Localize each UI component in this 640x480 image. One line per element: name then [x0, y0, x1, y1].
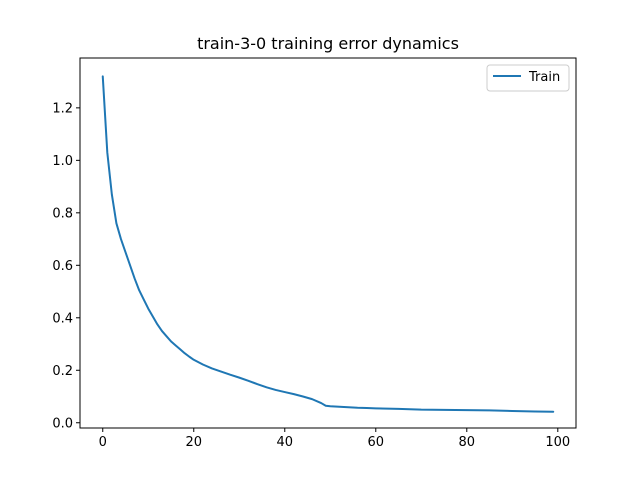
legend-box [486, 64, 570, 92]
x-tick-label: 80 [459, 435, 476, 450]
x-tick-label: 100 [545, 435, 570, 450]
y-tick-label: 0.8 [52, 206, 73, 221]
legend: Train [486, 64, 570, 92]
x-tick-label: 60 [368, 435, 385, 450]
y-tick-label: 1.2 [52, 101, 73, 116]
y-tick-label: 1.0 [52, 154, 73, 169]
legend-label-train: Train [528, 70, 560, 85]
y-tick-label: 0.6 [52, 259, 73, 274]
x-tick-label: 20 [185, 435, 202, 450]
x-tick-label: 0 [99, 435, 107, 450]
y-tick-label: 0.0 [52, 416, 73, 431]
x-tick-label: 40 [276, 435, 293, 450]
series-line-train [101, 75, 555, 413]
chart-title: train-3-0 training error dynamics [197, 34, 459, 53]
y-tick-label: 0.2 [52, 364, 73, 379]
plot-area: 0 20 40 60 80 100 0.0 0.2 0.4 0.6 0.8 1.0 1.2 [52, 75, 570, 450]
axes-frame [79, 57, 577, 429]
y-tick-label: 0.4 [52, 311, 73, 326]
